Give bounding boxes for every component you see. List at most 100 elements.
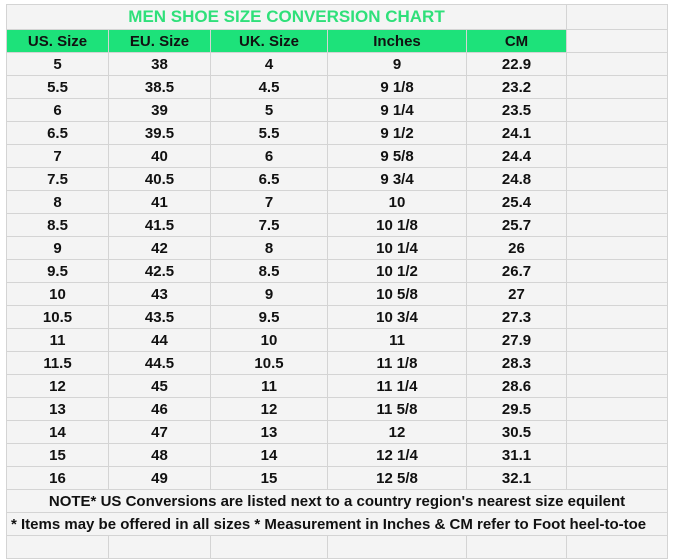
cell-inches[interactable]: 10 5/8 (327, 282, 467, 306)
cell-uk-size[interactable]: 10 (210, 328, 328, 352)
cell-inches[interactable]: 11 (327, 328, 467, 352)
empty-cell[interactable] (566, 29, 668, 53)
empty-cell[interactable] (566, 305, 668, 329)
cell-cm[interactable]: 23.5 (466, 98, 567, 122)
cell-uk-size[interactable]: 11 (210, 374, 328, 398)
cell-inches[interactable]: 10 1/2 (327, 259, 467, 283)
cell-eu-size[interactable]: 49 (108, 466, 211, 490)
cell-uk-size[interactable]: 5.5 (210, 121, 328, 145)
cell-uk-size[interactable]: 6.5 (210, 167, 328, 191)
cell-inches[interactable]: 10 3/4 (327, 305, 467, 329)
cell-inches[interactable]: 10 (327, 190, 467, 214)
cell-eu-size[interactable]: 38 (108, 52, 211, 76)
cell-eu-size[interactable]: 39 (108, 98, 211, 122)
cell-uk-size[interactable]: 8.5 (210, 259, 328, 283)
cell-us-size[interactable]: 13 (6, 397, 109, 421)
cell-cm[interactable]: 27 (466, 282, 567, 306)
cell-eu-size[interactable]: 40.5 (108, 167, 211, 191)
cell-inches[interactable]: 9 5/8 (327, 144, 467, 168)
empty-cell[interactable] (566, 144, 668, 168)
cell-eu-size[interactable]: 46 (108, 397, 211, 421)
cell-eu-size[interactable]: 48 (108, 443, 211, 467)
cell-cm[interactable]: 25.4 (466, 190, 567, 214)
cell-eu-size[interactable]: 43.5 (108, 305, 211, 329)
header-cm[interactable]: CM (466, 29, 567, 53)
cell-cm[interactable]: 24.8 (466, 167, 567, 191)
cell-cm[interactable]: 29.5 (466, 397, 567, 421)
cell-eu-size[interactable]: 43 (108, 282, 211, 306)
cell-us-size[interactable]: 10 (6, 282, 109, 306)
empty-cell[interactable] (566, 75, 668, 99)
cell-us-size[interactable]: 5.5 (6, 75, 109, 99)
cell-inches[interactable]: 9 1/4 (327, 98, 467, 122)
empty-cell[interactable] (566, 236, 668, 260)
cell-us-size[interactable]: 9.5 (6, 259, 109, 283)
cell-eu-size[interactable]: 44 (108, 328, 211, 352)
cell-us-size[interactable]: 8 (6, 190, 109, 214)
cell-uk-size[interactable]: 7.5 (210, 213, 328, 237)
cell-eu-size[interactable]: 41.5 (108, 213, 211, 237)
cell-inches[interactable]: 11 5/8 (327, 397, 467, 421)
cell-inches[interactable]: 12 5/8 (327, 466, 467, 490)
cell-us-size[interactable]: 11 (6, 328, 109, 352)
cell-eu-size[interactable]: 44.5 (108, 351, 211, 375)
cell-uk-size[interactable]: 12 (210, 397, 328, 421)
empty-cell[interactable] (566, 466, 668, 490)
cell-cm[interactable]: 23.2 (466, 75, 567, 99)
cell-uk-size[interactable]: 6 (210, 144, 328, 168)
cell-uk-size[interactable]: 4.5 (210, 75, 328, 99)
cell-eu-size[interactable]: 42.5 (108, 259, 211, 283)
empty-cell[interactable] (566, 98, 668, 122)
cell-us-size[interactable]: 11.5 (6, 351, 109, 375)
empty-cell[interactable] (108, 535, 211, 559)
cell-inches[interactable]: 12 (327, 420, 467, 444)
empty-cell[interactable] (566, 282, 668, 306)
cell-cm[interactable]: 32.1 (466, 466, 567, 490)
empty-cell[interactable] (566, 397, 668, 421)
cell-eu-size[interactable]: 45 (108, 374, 211, 398)
cell-uk-size[interactable]: 7 (210, 190, 328, 214)
cell-inches[interactable]: 10 1/4 (327, 236, 467, 260)
cell-inches[interactable]: 9 1/8 (327, 75, 467, 99)
cell-cm[interactable]: 24.1 (466, 121, 567, 145)
cell-inches[interactable]: 9 3/4 (327, 167, 467, 191)
empty-cell[interactable] (566, 121, 668, 145)
empty-cell[interactable] (327, 535, 467, 559)
cell-inches[interactable]: 10 1/8 (327, 213, 467, 237)
cell-uk-size[interactable]: 9 (210, 282, 328, 306)
cell-cm[interactable]: 31.1 (466, 443, 567, 467)
cell-us-size[interactable]: 9 (6, 236, 109, 260)
cell-cm[interactable]: 27.9 (466, 328, 567, 352)
cell-cm[interactable]: 25.7 (466, 213, 567, 237)
cell-uk-size[interactable]: 14 (210, 443, 328, 467)
empty-cell[interactable] (566, 4, 668, 30)
header-uk-size[interactable]: UK. Size (210, 29, 328, 53)
cell-cm[interactable]: 22.9 (466, 52, 567, 76)
empty-cell[interactable] (566, 190, 668, 214)
empty-cell[interactable] (466, 535, 567, 559)
cell-eu-size[interactable]: 40 (108, 144, 211, 168)
cell-uk-size[interactable]: 15 (210, 466, 328, 490)
empty-cell[interactable] (566, 259, 668, 283)
cell-inches[interactable]: 9 (327, 52, 467, 76)
cell-cm[interactable]: 24.4 (466, 144, 567, 168)
cell-cm[interactable]: 28.3 (466, 351, 567, 375)
header-inches[interactable]: Inches (327, 29, 467, 53)
cell-cm[interactable]: 28.6 (466, 374, 567, 398)
empty-cell[interactable] (566, 52, 668, 76)
cell-uk-size[interactable]: 9.5 (210, 305, 328, 329)
empty-cell[interactable] (566, 351, 668, 375)
header-us-size[interactable]: US. Size (6, 29, 109, 53)
empty-cell[interactable] (566, 167, 668, 191)
cell-us-size[interactable]: 14 (6, 420, 109, 444)
cell-cm[interactable]: 30.5 (466, 420, 567, 444)
cell-inches[interactable]: 11 1/4 (327, 374, 467, 398)
cell-uk-size[interactable]: 4 (210, 52, 328, 76)
cell-uk-size[interactable]: 13 (210, 420, 328, 444)
cell-uk-size[interactable]: 5 (210, 98, 328, 122)
empty-cell[interactable] (566, 420, 668, 444)
cell-uk-size[interactable]: 8 (210, 236, 328, 260)
empty-cell[interactable] (6, 535, 109, 559)
empty-cell[interactable] (566, 374, 668, 398)
empty-cell[interactable] (566, 535, 668, 559)
